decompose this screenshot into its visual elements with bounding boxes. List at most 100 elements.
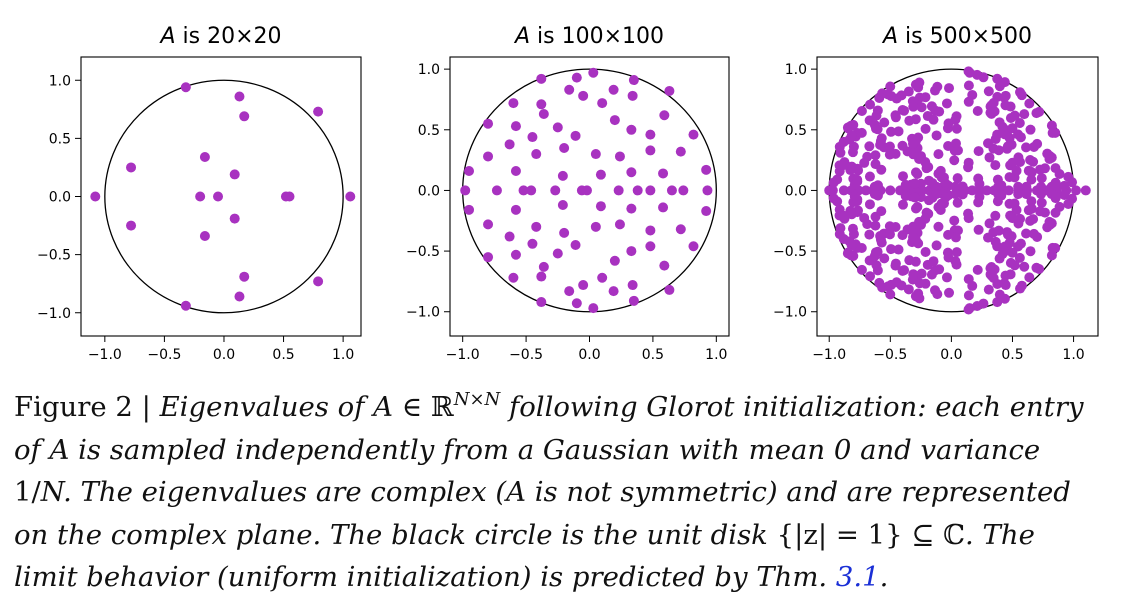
- eigenvalue-point: [900, 190, 911, 201]
- eigenvalue-point: [884, 141, 895, 152]
- eigenvalue-point: [877, 282, 888, 293]
- axes-frame: [449, 56, 730, 337]
- eigenvalue-point: [972, 300, 983, 311]
- eigenvalue-point: [973, 224, 984, 235]
- caption-var-a: A: [373, 391, 393, 423]
- eigenvalue-point: [856, 127, 867, 138]
- y-tick-label: −1.0: [406, 305, 440, 321]
- eigenvalue-point: [1021, 228, 1032, 239]
- eigenvalue-point: [933, 149, 944, 160]
- eigenvalue-point: [933, 221, 944, 232]
- eigenvalue-point: [239, 271, 250, 282]
- eigenvalue-point: [627, 90, 638, 101]
- eigenvalue-point: [180, 300, 191, 311]
- eigenvalue-point: [950, 181, 961, 192]
- eigenvalue-point: [1004, 198, 1015, 209]
- eigenvalue-point: [199, 151, 210, 162]
- eigenvalue-point: [864, 229, 875, 240]
- eigenvalue-point: [964, 67, 975, 78]
- eigenvalue-point: [1035, 206, 1046, 217]
- eigenvalue-point: [884, 229, 895, 240]
- eigenvalue-point: [510, 249, 521, 260]
- caption-var-n: N: [40, 476, 64, 508]
- eigenvalue-point: [608, 286, 619, 297]
- eigenvalue-point: [828, 177, 839, 188]
- eigenvalue-point: [936, 198, 947, 209]
- caption-text-4b: . The: [965, 518, 1035, 551]
- eigenvalue-point: [1025, 246, 1036, 257]
- eigenvalue-point: [527, 238, 538, 249]
- eigenvalue-point: [916, 102, 927, 113]
- eigenvalue-point: [865, 271, 876, 282]
- eigenvalue-point: [988, 272, 999, 283]
- eigenvalue-point: [872, 124, 883, 135]
- eigenvalue-point: [595, 169, 606, 180]
- eigenvalue-point: [571, 298, 582, 309]
- eigenvalue-point: [1026, 196, 1037, 207]
- eigenvalue-point: [1080, 185, 1091, 196]
- x-tick-label: 1.0: [1062, 347, 1084, 363]
- eigenvalue-point: [839, 210, 850, 221]
- eigenvalue-point: [972, 264, 983, 275]
- x-tick-label: 0.5: [272, 347, 294, 363]
- eigenvalue-point: [920, 213, 931, 224]
- eigenvalue-point: [1011, 205, 1022, 216]
- eigenvalue-point: [876, 237, 887, 248]
- eigenvalue-point: [869, 181, 880, 192]
- x-tick-label: 1.0: [705, 347, 727, 363]
- y-tick-label: 1.0: [49, 73, 71, 89]
- eigenvalue-point: [590, 149, 601, 160]
- eigenvalue-point: [1050, 178, 1061, 189]
- eigenvalue-point: [1019, 109, 1030, 120]
- eigenvalue-point: [614, 219, 625, 230]
- eigenvalue-point: [1047, 127, 1058, 138]
- y-tick-label: −0.5: [773, 244, 807, 260]
- eigenvalue-point: [963, 208, 974, 219]
- y-tick-label: −0.5: [37, 248, 71, 264]
- eigenvalue-point: [835, 223, 846, 234]
- eigenvalue-point: [199, 231, 210, 242]
- eigenvalue-point: [835, 147, 846, 158]
- eigenvalue-point: [581, 185, 592, 196]
- eigenvalue-point: [999, 293, 1010, 304]
- eigenvalue-point: [950, 232, 961, 243]
- eigenvalue-point: [1036, 197, 1047, 208]
- caption-line-5: limit behavior (uniform initialization) …: [14, 556, 1122, 599]
- eigenvalue-point: [973, 197, 984, 208]
- y-tick-label: 0.5: [785, 123, 807, 139]
- eigenvalue-point: [229, 169, 240, 180]
- eigenvalue-point: [886, 126, 897, 137]
- eigenvalue-point: [890, 258, 901, 269]
- eigenvalue-point: [536, 99, 547, 110]
- eigenvalue-point: [613, 185, 624, 196]
- eigenvalue-point: [949, 215, 960, 226]
- caption-text-1a: Eigenvalues of: [159, 391, 374, 423]
- eigenvalue-point: [1016, 280, 1027, 291]
- eigenvalue-point: [527, 132, 538, 143]
- eigenvalue-point: [893, 126, 904, 137]
- eigenvalue-point: [973, 173, 984, 184]
- subplot-2: A is 100×100 −1.0 −0.5 0.0 0.5 1.0 1.0 0.5 0.0 −0…: [406, 24, 730, 363]
- eigenvalue-point: [239, 111, 250, 122]
- eigenvalue-point: [903, 284, 914, 295]
- eigenvalue-point: [559, 142, 570, 153]
- eigenvalue-point: [862, 151, 873, 162]
- eigenvalue-point: [910, 203, 921, 214]
- eigenvalue-point: [952, 197, 963, 208]
- eigenvalue-point: [483, 219, 494, 230]
- subplot-title: A is 20×20: [158, 24, 281, 49]
- eigenvalue-point: [1035, 164, 1046, 175]
- eigenvalue-point: [284, 191, 295, 202]
- eigenvalue-point: [964, 303, 975, 314]
- eigenvalue-point: [508, 98, 519, 109]
- eigenvalue-point: [1011, 165, 1022, 176]
- eigenvalue-point: [1036, 189, 1047, 200]
- x-tick-label: −1.0: [812, 347, 846, 363]
- eigenvalue-point: [1021, 189, 1032, 200]
- eigenvalue-point: [1059, 189, 1070, 200]
- eigenvalue-point: [570, 130, 581, 141]
- figure-caption: Figure 2 | Eigenvalues of A ∈ ℝN×N follo…: [14, 386, 1122, 599]
- eigenvalue-point: [871, 110, 882, 121]
- eigenvalue-point: [536, 297, 547, 308]
- theorem-link[interactable]: 3.1: [835, 561, 880, 593]
